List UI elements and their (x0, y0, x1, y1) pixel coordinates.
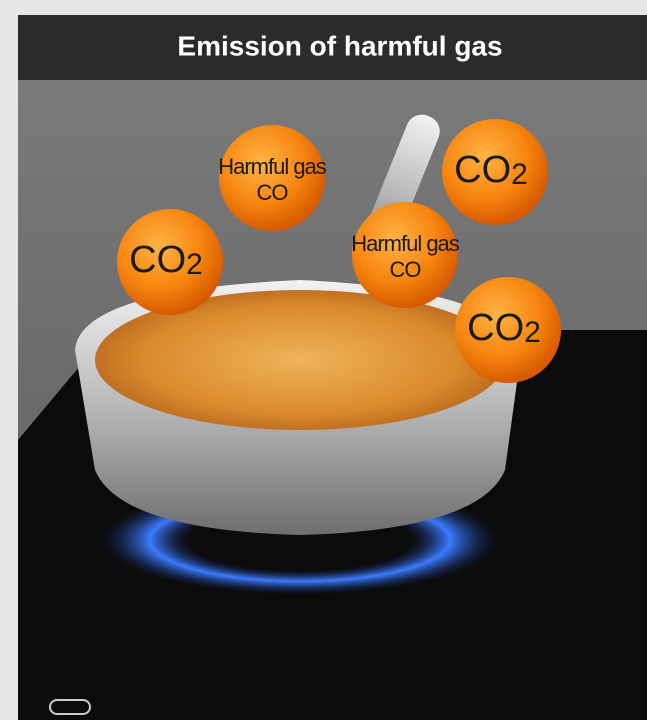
bubble (442, 119, 548, 225)
bubble-text: CO (257, 180, 289, 205)
header-bar (18, 15, 647, 80)
bubble (117, 209, 223, 315)
icon (49, 699, 91, 715)
bubble-sub: 2 (524, 316, 541, 349)
bubble (455, 277, 561, 383)
bubble-sub: 2 (511, 158, 528, 191)
bubble-text: Harmful gas (218, 154, 327, 179)
bubble (219, 125, 325, 231)
bubble-text: CO2 (454, 149, 528, 191)
bubble-sub: 2 (186, 248, 203, 281)
bubble-text: CO2 (129, 239, 203, 281)
bubble-text: Harmful gas (351, 231, 460, 256)
bubble-text: CO2 (467, 307, 541, 349)
food (95, 290, 505, 430)
bubble-text: CO (390, 257, 422, 282)
bubble (352, 202, 458, 308)
bubble-main: CO (467, 307, 524, 349)
bubble-main: CO (129, 239, 186, 281)
header-title: Emission of harmful gas (177, 30, 502, 61)
bubble-main: CO (454, 149, 511, 191)
